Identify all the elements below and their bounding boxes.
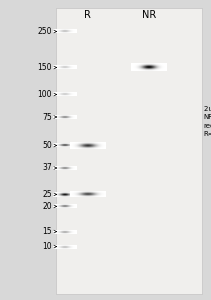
Text: 10: 10 bbox=[42, 242, 52, 251]
Text: 75: 75 bbox=[42, 112, 52, 122]
Text: 100: 100 bbox=[37, 90, 52, 99]
Text: 150: 150 bbox=[37, 63, 52, 72]
Text: R: R bbox=[84, 11, 91, 20]
Text: 37: 37 bbox=[42, 164, 52, 172]
Bar bbox=[56, 8, 202, 294]
Text: NR: NR bbox=[142, 11, 156, 20]
Text: 20: 20 bbox=[42, 202, 52, 211]
Text: 50: 50 bbox=[42, 141, 52, 150]
Text: 2ug loading
NR=Non-
reduced
R=reduced: 2ug loading NR=Non- reduced R=reduced bbox=[204, 106, 211, 137]
Text: 250: 250 bbox=[37, 27, 52, 36]
Text: 25: 25 bbox=[42, 190, 52, 199]
Text: 15: 15 bbox=[42, 227, 52, 236]
